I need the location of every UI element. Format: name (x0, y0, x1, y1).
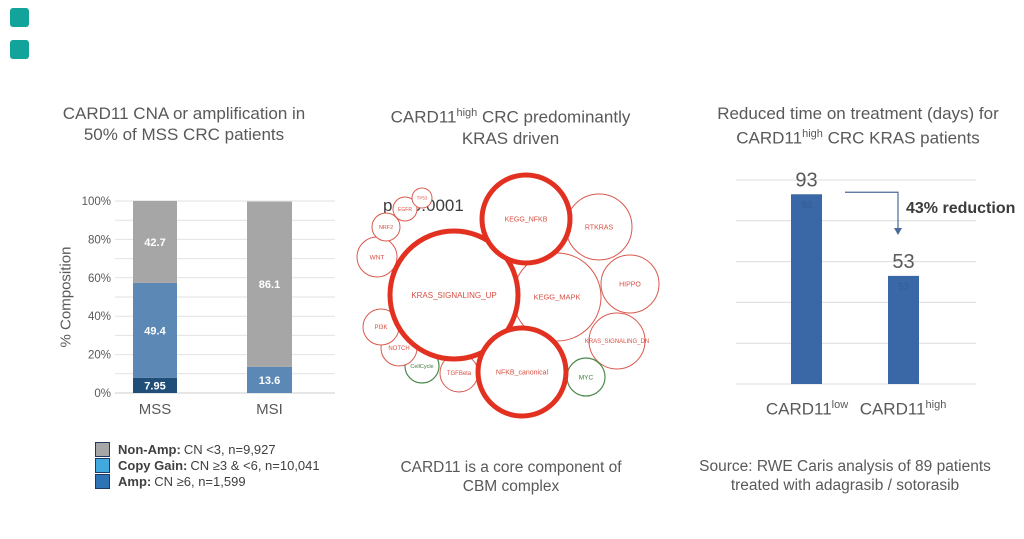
bar-segment-MSI-2 (247, 201, 292, 367)
segment-value-label: 49.4 (144, 325, 166, 337)
pathway-bubble-label-KEGG_MAPK: KEGG_MAPK (533, 293, 580, 302)
bar-inner-label-0: 93 (801, 200, 813, 211)
reduction-annotation: 43% reduction (906, 200, 1016, 217)
legend-label-amp: Amp: CN ≥6, n=1,599 (118, 474, 246, 489)
category-label-card11-low: CARD11low (742, 399, 872, 420)
pathway-bubble-label-NOTCH: NOTCH (388, 346, 409, 352)
cna-legend: Non-Amp: CN <3, n=9,927 Copy Gain: CN ≥3 &… (95, 441, 320, 489)
source-note: Source: RWE Caris analysis of 89 patient… (695, 457, 995, 495)
y-tick-label: 0% (94, 388, 111, 400)
middle-caption-line1: CARD11 is a core component of (400, 459, 622, 476)
legend-swatch-copy-gain (95, 457, 110, 473)
pathway-bubble-NRF2 (371, 212, 401, 242)
category-label-card11-high: CARD11high (838, 399, 968, 420)
source-line2: treated with adagrasib / sotorasib (730, 477, 960, 494)
y-tick-label: 20% (88, 350, 111, 362)
card11-high-sup: high (925, 399, 947, 411)
card11-low-base: CARD11 (765, 399, 832, 419)
pathway-bubble-label-KRAS_SIGNALING_UP: KRAS_SIGNALING_UP (411, 291, 496, 300)
segment-value-label: 7.95 (144, 380, 165, 392)
reduction-arrow-head (894, 228, 902, 235)
segment-value-label: 13.6 (259, 375, 280, 387)
right-title-post: CRC KRAS patients (822, 128, 980, 148)
legend-label-copy-gain: Copy Gain: CN ≥3 & <6, n=10,041 (118, 458, 320, 473)
y-axis-title: % Composition (57, 246, 75, 348)
pathway-bubble-label-PI3K: PI3K (374, 325, 387, 331)
reduction-arrow-line (845, 191, 899, 228)
left-title-line1: CARD11 CNA or amplification in (62, 104, 306, 123)
stacked-bar-chart: 0% 20% 40% 60% 80% 100% 7.95 49.4 42.7 MSS 13.6 86.… (82, 196, 335, 418)
pathway-bubble-label-TGFBeta: TGFBeta (447, 371, 472, 377)
legend-bold-amp: Amp: (118, 473, 152, 489)
legend-label-non-amp: Non-Amp: CN <3, n=9,927 (118, 442, 276, 457)
right-title-sup: high (802, 128, 823, 140)
middle-title-pre: CARD11 (390, 107, 457, 127)
pathway-bubble-label-HIPPO: HIPPO (619, 281, 641, 288)
pathway-bubble-KRAS_SIGNALING_DN (588, 312, 646, 370)
middle-panel-title: CARD11high CRC predominantly KRAS driven (368, 103, 653, 149)
treatment-bar-1 (888, 275, 919, 384)
pathway-bubble-label-EGFR: EGFR (398, 207, 412, 213)
segment-value-label: 42.7 (144, 237, 165, 249)
right-panel-title: Reduced time on treatment (days) for CAR… (693, 103, 1023, 149)
bar-value-label-0: 93 (795, 169, 817, 191)
y-tick-label: 60% (88, 273, 111, 285)
x-category-label-MSI: MSI (256, 401, 283, 418)
pathway-bubble-KRAS_SIGNALING_UP (387, 228, 521, 362)
pathway-bubble-label-NFKB_canonical: NFKB_canonical (496, 369, 549, 376)
right-title-pre: CARD11 (736, 128, 803, 148)
pathway-bubble-chart: KEGG_MAPK RTKRAS HIPPO KRAS_SIGNALING_DN MYC… (356, 172, 660, 419)
left-title-line2: 50% of MSS CRC patients (83, 125, 285, 144)
legend-swatch-amp (95, 473, 110, 489)
pathway-bubble-NFKB_canonical (475, 325, 569, 419)
legend-rest-amp: CN ≥6, n=1,599 (154, 473, 246, 489)
brand-square-bottom (10, 40, 29, 59)
bar-segment-MSS-2 (133, 200, 177, 283)
legend-bold-copy-gain: Copy Gain: (118, 457, 188, 473)
legend-swatch-non-amp (95, 441, 110, 457)
pathway-bubble-KEGG_NFKB (479, 172, 573, 266)
legend-rest-copy-gain: CN ≥3 & <6, n=10,041 (190, 457, 320, 473)
segment-value-label: 86.1 (259, 279, 280, 291)
pathway-bubble-TP53 (411, 187, 433, 209)
middle-title-line2: KRAS driven (461, 128, 560, 148)
y-tick-label: 100% (82, 196, 111, 208)
left-panel-title: CARD11 CNA or amplification in 50% of MS… (34, 103, 334, 145)
card11-low-sup: low (831, 399, 849, 411)
pathway-bubble-HIPPO (600, 254, 660, 314)
pathway-bubble-label-CellCycle: CellCycle (410, 364, 433, 370)
bar-segment-MSI-1 (247, 366, 292, 393)
legend-bold-non-amp: Non-Amp: (118, 441, 181, 457)
treatment-bar-chart: 93 93 53 53 (736, 169, 976, 385)
legend-item-amp: Amp: CN ≥6, n=1,599 (95, 473, 320, 489)
pathway-bubble-label-TP53: TP53 (417, 196, 428, 201)
bar-value-label-1: 53 (892, 251, 914, 273)
pathway-bubble-label-RTKRAS: RTKRAS (585, 224, 614, 231)
pathway-bubble-label-WNT: WNT (370, 254, 385, 261)
middle-caption: CARD11 is a core component of CBM comple… (376, 458, 646, 496)
middle-caption-line2: CBM complex (462, 478, 560, 495)
middle-title-sup: high (456, 107, 478, 119)
pathway-bubble-label-MYC: MYC (579, 374, 594, 381)
bar-inner-label-1: 53 (898, 282, 910, 293)
x-category-label-MSS: MSS (139, 401, 172, 418)
pathway-bubble-label-NRF2: NRF2 (379, 225, 393, 231)
bar-segment-MSS-0 (133, 377, 177, 393)
source-line1: Source: RWE Caris analysis of 89 patient… (699, 458, 991, 475)
y-tick-label: 80% (88, 234, 111, 246)
right-title-line1: Reduced time on treatment (days) for (717, 104, 999, 123)
treatment-bar-0 (791, 194, 822, 384)
brand-square-top (10, 8, 29, 27)
legend-item-copy-gain: Copy Gain: CN ≥3 & <6, n=10,041 (95, 457, 320, 473)
legend-item-non-amp: Non-Amp: CN <3, n=9,927 (95, 441, 320, 457)
middle-title-post: CRC predominantly (477, 107, 631, 127)
pathway-bubble-EGFR (392, 196, 418, 222)
card11-high-base: CARD11 (859, 399, 926, 419)
pathway-bubble-label-KRAS_SIGNALING_DN: KRAS_SIGNALING_DN (585, 339, 649, 345)
pathway-bubble-label-KEGG_NFKB: KEGG_NFKB (505, 216, 548, 223)
legend-rest-non-amp: CN <3, n=9,927 (183, 441, 276, 457)
bar-segment-MSS-1 (133, 282, 177, 378)
y-tick-label: 40% (88, 311, 111, 323)
